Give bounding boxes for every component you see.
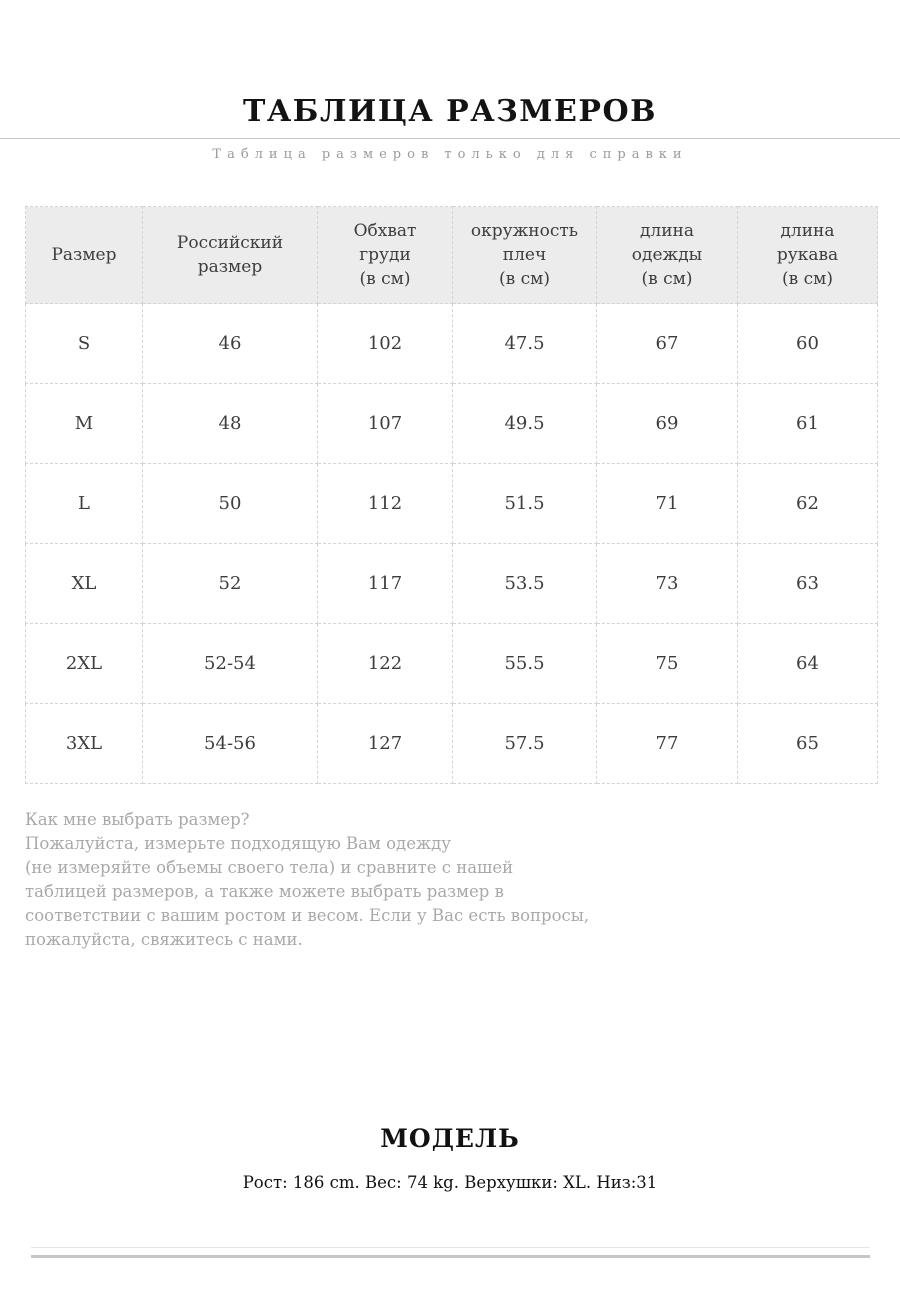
table-row-l: L 50 112 51.5 71 62 xyxy=(25,463,878,544)
model-details: Рост: 186 cm. Вес: 74 kg. Верхушки: XL. … xyxy=(242,1173,658,1192)
table-header-row: Размер Российский размер Обхват груди (в… xyxy=(25,206,878,304)
cell: 3XL xyxy=(25,703,143,784)
footer-divider-thick xyxy=(31,1255,870,1258)
cell: 55.5 xyxy=(452,623,597,704)
footer-divider-thin xyxy=(31,1247,870,1248)
column-header-sleeve-length: длина рукава (в см) xyxy=(737,206,878,304)
cell: 69 xyxy=(596,383,738,464)
cell: 49.5 xyxy=(452,383,597,464)
table-row-xl: XL 52 117 53.5 73 63 xyxy=(25,543,878,624)
table-row-s: S 46 102 47.5 67 60 xyxy=(25,303,878,384)
column-header-chest: Обхват груди (в см) xyxy=(317,206,453,304)
column-header-russian-size: Российский размер xyxy=(142,206,318,304)
table-row-m: M 48 107 49.5 69 61 xyxy=(25,383,878,464)
cell: 64 xyxy=(737,623,878,704)
cell: 57.5 xyxy=(452,703,597,784)
cell: 48 xyxy=(142,383,318,464)
cell: 73 xyxy=(596,543,738,624)
cell: M xyxy=(25,383,143,464)
cell: 117 xyxy=(317,543,453,624)
cell: 107 xyxy=(317,383,453,464)
cell: 47.5 xyxy=(452,303,597,384)
cell: 52 xyxy=(142,543,318,624)
cell: 60 xyxy=(737,303,878,384)
cell: 46 xyxy=(142,303,318,384)
cell: 127 xyxy=(317,703,453,784)
cell: 65 xyxy=(737,703,878,784)
cell: 71 xyxy=(596,463,738,544)
cell: 50 xyxy=(142,463,318,544)
cell: L xyxy=(25,463,143,544)
cell: 122 xyxy=(317,623,453,704)
cell: 67 xyxy=(596,303,738,384)
cell: 54-56 xyxy=(142,703,318,784)
model-heading: МОДЕЛЬ xyxy=(380,1124,520,1153)
table-row-3xl: 3XL 54-56 127 57.5 77 65 xyxy=(25,703,878,784)
column-header-shoulder: окружность плеч (в см) xyxy=(452,206,597,304)
cell: 61 xyxy=(737,383,878,464)
cell: S xyxy=(25,303,143,384)
column-header-garment-length: длина одежды (в см) xyxy=(596,206,738,304)
cell: 52-54 xyxy=(142,623,318,704)
cell: 112 xyxy=(317,463,453,544)
cell: 51.5 xyxy=(452,463,597,544)
cell: 2XL xyxy=(25,623,143,704)
size-table: Размер Российский размер Обхват груди (в… xyxy=(25,206,878,784)
column-header-size: Размер xyxy=(25,206,143,304)
page-subtitle: Таблица размеров только для справки xyxy=(212,147,688,162)
cell: 63 xyxy=(737,543,878,624)
title-divider xyxy=(0,138,900,139)
cell: XL xyxy=(25,543,143,624)
cell: 62 xyxy=(737,463,878,544)
cell: 53.5 xyxy=(452,543,597,624)
cell: 75 xyxy=(596,623,738,704)
page-title: ТАБЛИЦА РАЗМЕРОВ xyxy=(243,94,657,129)
table-row-2xl: 2XL 52-54 122 55.5 75 64 xyxy=(25,623,878,704)
size-help-text: Как мне выбрать размер? Пожалуйста, изме… xyxy=(25,810,590,949)
cell: 102 xyxy=(317,303,453,384)
cell: 77 xyxy=(596,703,738,784)
